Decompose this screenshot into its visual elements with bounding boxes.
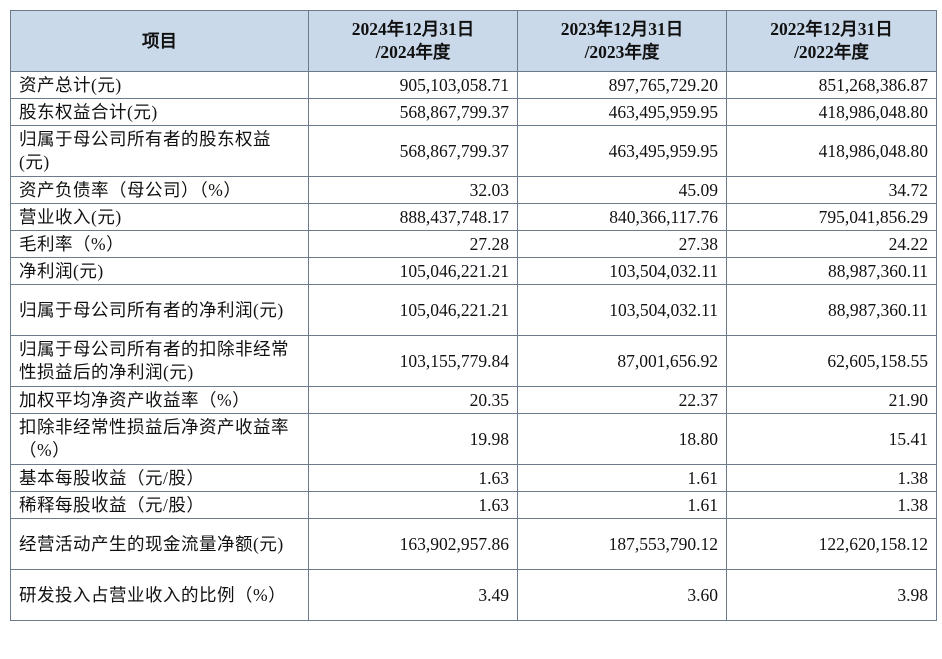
table-row: 营业收入(元) 888,437,748.17 840,366,117.76 79… xyxy=(10,203,937,231)
table-row: 稀释每股收益（元/股） 1.63 1.61 1.38 xyxy=(10,491,937,519)
cell-2023: 103,504,032.11 xyxy=(517,257,727,285)
header-2024: 2024年12月31日 /2024年度 xyxy=(308,10,518,72)
cell-2024: 27.28 xyxy=(308,230,518,258)
cell-2022: 15.41 xyxy=(726,413,937,465)
header-item-label: 项目 xyxy=(142,30,177,51)
cell-2022: 88,987,360.11 xyxy=(726,284,937,336)
cell-2024: 905,103,058.71 xyxy=(308,71,518,99)
cell-2022: 88,987,360.11 xyxy=(726,257,937,285)
row-label: 归属于母公司所有者的净利润(元) xyxy=(10,284,309,336)
cell-2024: 32.03 xyxy=(308,176,518,204)
cell-2022: 122,620,158.12 xyxy=(726,518,937,570)
cell-2024: 568,867,799.37 xyxy=(308,125,518,177)
row-label: 稀释每股收益（元/股） xyxy=(10,491,309,519)
row-label: 研发投入占营业收入的比例（%） xyxy=(10,569,309,621)
cell-2022: 24.22 xyxy=(726,230,937,258)
table-row: 资产总计(元) 905,103,058.71 897,765,729.20 85… xyxy=(10,71,937,99)
header-2022: 2022年12月31日 /2022年度 xyxy=(726,10,937,72)
table-row: 股东权益合计(元) 568,867,799.37 463,495,959.95 … xyxy=(10,98,937,126)
cell-2022: 21.90 xyxy=(726,386,937,414)
header-2023-date: 2023年12月31日 xyxy=(560,19,684,39)
cell-2023: 87,001,656.92 xyxy=(517,335,727,387)
cell-2023: 463,495,959.95 xyxy=(517,125,727,177)
header-item: 项目 xyxy=(10,10,309,72)
table-row: 归属于母公司所有者的净利润(元) 105,046,221.21 103,504,… xyxy=(10,284,937,336)
header-2022-year: /2022年度 xyxy=(794,42,869,62)
cell-2023: 1.61 xyxy=(517,464,727,492)
row-label: 资产负债率（母公司）（%） xyxy=(10,176,309,204)
cell-2024: 568,867,799.37 xyxy=(308,98,518,126)
cell-2024: 3.49 xyxy=(308,569,518,621)
header-2022-date: 2022年12月31日 xyxy=(770,19,893,39)
row-label: 净利润(元) xyxy=(10,257,309,285)
cell-2024: 105,046,221.21 xyxy=(308,284,518,336)
cell-2022: 3.98 xyxy=(726,569,937,621)
cell-2023: 27.38 xyxy=(517,230,727,258)
header-2023-year: /2023年度 xyxy=(584,42,660,62)
cell-2022: 851,268,386.87 xyxy=(726,71,937,99)
cell-2024: 888,437,748.17 xyxy=(308,203,518,231)
row-label: 营业收入(元) xyxy=(10,203,309,231)
cell-2023: 3.60 xyxy=(517,569,727,621)
cell-2022: 795,041,856.29 xyxy=(726,203,937,231)
cell-2022: 418,986,048.80 xyxy=(726,98,937,126)
row-label: 归属于母公司所有者的扣除非经常性损益后的净利润(元) xyxy=(10,335,309,387)
cell-2022: 418,986,048.80 xyxy=(726,125,937,177)
header-2024-year: /2024年度 xyxy=(375,42,451,62)
row-label: 资产总计(元) xyxy=(10,71,309,99)
row-label: 基本每股收益（元/股） xyxy=(10,464,309,492)
header-row: 项目 2024年12月31日 /2024年度 2023年12月31日 /2023… xyxy=(10,10,937,72)
cell-2022: 1.38 xyxy=(726,464,937,492)
cell-2023: 45.09 xyxy=(517,176,727,204)
cell-2023: 18.80 xyxy=(517,413,727,465)
table-row: 净利润(元) 105,046,221.21 103,504,032.11 88,… xyxy=(10,257,937,285)
cell-2023: 840,366,117.76 xyxy=(517,203,727,231)
cell-2024: 1.63 xyxy=(308,464,518,492)
cell-2023: 187,553,790.12 xyxy=(517,518,727,570)
cell-2022: 62,605,158.55 xyxy=(726,335,937,387)
row-label: 毛利率（%） xyxy=(10,230,309,258)
table-row: 归属于母公司所有者的股东权益(元) 568,867,799.37 463,495… xyxy=(10,125,937,177)
cell-2022: 34.72 xyxy=(726,176,937,204)
row-label: 经营活动产生的现金流量净额(元) xyxy=(10,518,309,570)
table-row: 毛利率（%） 27.28 27.38 24.22 xyxy=(10,230,937,258)
header-2024-date: 2024年12月31日 xyxy=(351,19,475,39)
cell-2023: 897,765,729.20 xyxy=(517,71,727,99)
cell-2023: 22.37 xyxy=(517,386,727,414)
table-row: 归属于母公司所有者的扣除非经常性损益后的净利润(元) 103,155,779.8… xyxy=(10,335,937,387)
table-row: 研发投入占营业收入的比例（%） 3.49 3.60 3.98 xyxy=(10,569,937,621)
cell-2022: 1.38 xyxy=(726,491,937,519)
cell-2023: 103,504,032.11 xyxy=(517,284,727,336)
table-row: 基本每股收益（元/股） 1.63 1.61 1.38 xyxy=(10,464,937,492)
table-row: 资产负债率（母公司）（%） 32.03 45.09 34.72 xyxy=(10,176,937,204)
financial-table: 项目 2024年12月31日 /2024年度 2023年12月31日 /2023… xyxy=(10,10,937,621)
cell-2024: 20.35 xyxy=(308,386,518,414)
table-row: 经营活动产生的现金流量净额(元) 163,902,957.86 187,553,… xyxy=(10,518,937,570)
cell-2024: 1.63 xyxy=(308,491,518,519)
cell-2023: 1.61 xyxy=(517,491,727,519)
row-label: 扣除非经常性损益后净资产收益率（%） xyxy=(10,413,309,465)
cell-2023: 463,495,959.95 xyxy=(517,98,727,126)
row-label: 归属于母公司所有者的股东权益(元) xyxy=(10,125,309,177)
cell-2024: 105,046,221.21 xyxy=(308,257,518,285)
row-label: 加权平均净资产收益率（%） xyxy=(10,386,309,414)
cell-2024: 163,902,957.86 xyxy=(308,518,518,570)
cell-2024: 103,155,779.84 xyxy=(308,335,518,387)
table-row: 扣除非经常性损益后净资产收益率（%） 19.98 18.80 15.41 xyxy=(10,413,937,465)
cell-2024: 19.98 xyxy=(308,413,518,465)
header-2023: 2023年12月31日 /2023年度 xyxy=(517,10,727,72)
table-row: 加权平均净资产收益率（%） 20.35 22.37 21.90 xyxy=(10,386,937,414)
row-label: 股东权益合计(元) xyxy=(10,98,309,126)
